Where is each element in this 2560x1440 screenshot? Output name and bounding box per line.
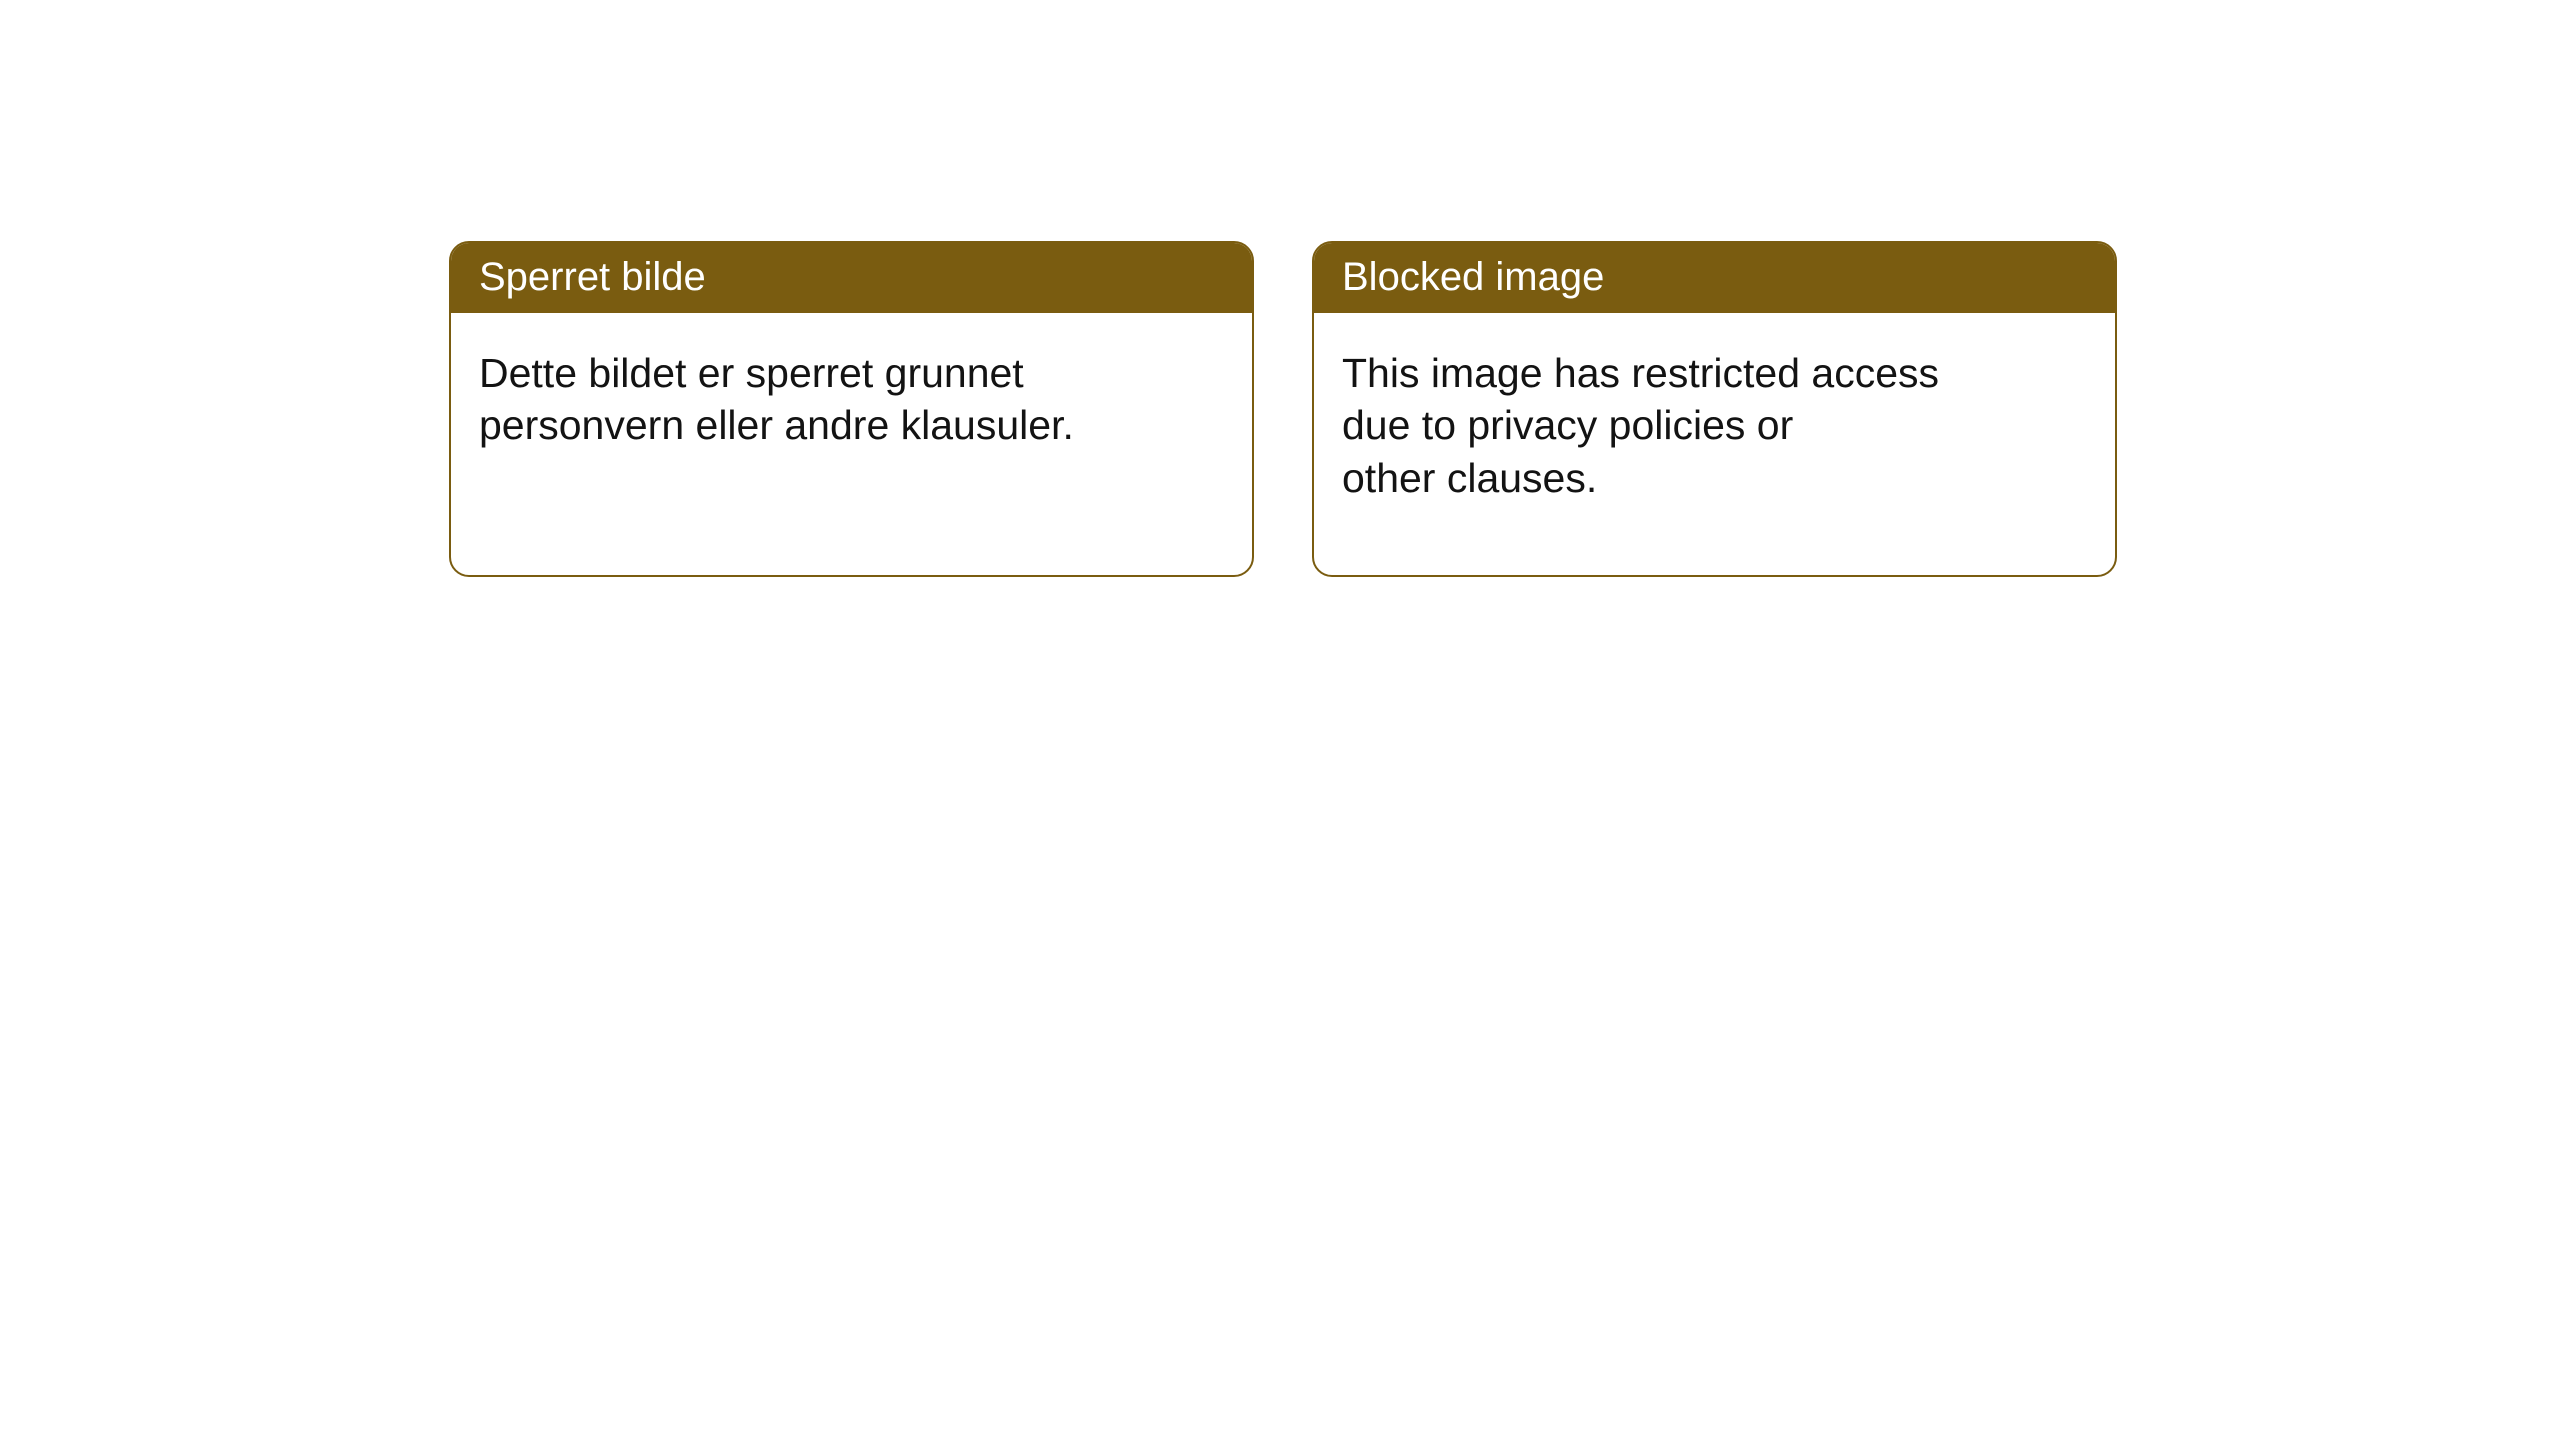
notice-card-english: Blocked image This image has restricted … bbox=[1312, 241, 2117, 577]
notice-card-title: Sperret bilde bbox=[451, 243, 1252, 313]
notice-card-body: Dette bildet er sperret grunnet personve… bbox=[451, 313, 1252, 472]
notice-card-title: Blocked image bbox=[1314, 243, 2115, 313]
notice-cards-container: Sperret bilde Dette bildet er sperret gr… bbox=[0, 0, 2560, 577]
notice-card-body: This image has restricted access due to … bbox=[1314, 313, 2115, 524]
notice-card-norwegian: Sperret bilde Dette bildet er sperret gr… bbox=[449, 241, 1254, 577]
